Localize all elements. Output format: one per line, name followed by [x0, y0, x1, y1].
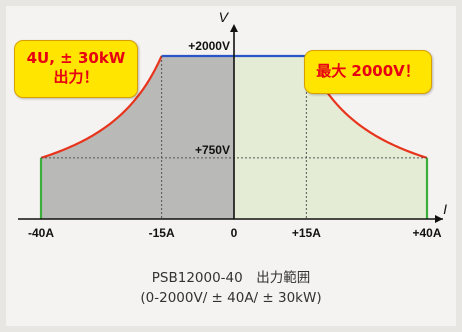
y-axis-arrow — [230, 24, 238, 32]
callout-max-voltage-text: 最大 2000V！ — [316, 62, 420, 80]
x-axis-label: I — [443, 201, 447, 217]
y-tick-2000v: +2000V — [188, 39, 230, 53]
callout-max-voltage: 最大 2000V！ — [304, 50, 432, 94]
x-tick-label: +15A — [292, 226, 321, 240]
x-tick-label: 0 — [231, 226, 238, 240]
region-left-quadrant — [41, 56, 234, 219]
callout-power: 4U, ± 30kW 出力！ — [14, 40, 138, 98]
x-axis-arrow — [435, 215, 443, 223]
y-tick-750v: +750V — [195, 143, 230, 157]
y-axis-label: V — [219, 9, 230, 25]
region-right-quadrant — [234, 56, 427, 219]
x-tick-label: +40A — [412, 226, 441, 240]
callout-power-line2: 出力！ — [53, 68, 99, 86]
caption-title: PSB12000-40 出力範囲 — [151, 270, 311, 286]
caption-specs: (0-2000V/ ± 40A/ ± 30kW) — [140, 290, 322, 306]
power-curve-left — [40, 55, 163, 159]
x-tick-label: -15A — [149, 226, 175, 240]
callout-power-line1: 4U, ± 30kW — [26, 49, 126, 67]
x-tick-label: -40A — [28, 226, 54, 240]
